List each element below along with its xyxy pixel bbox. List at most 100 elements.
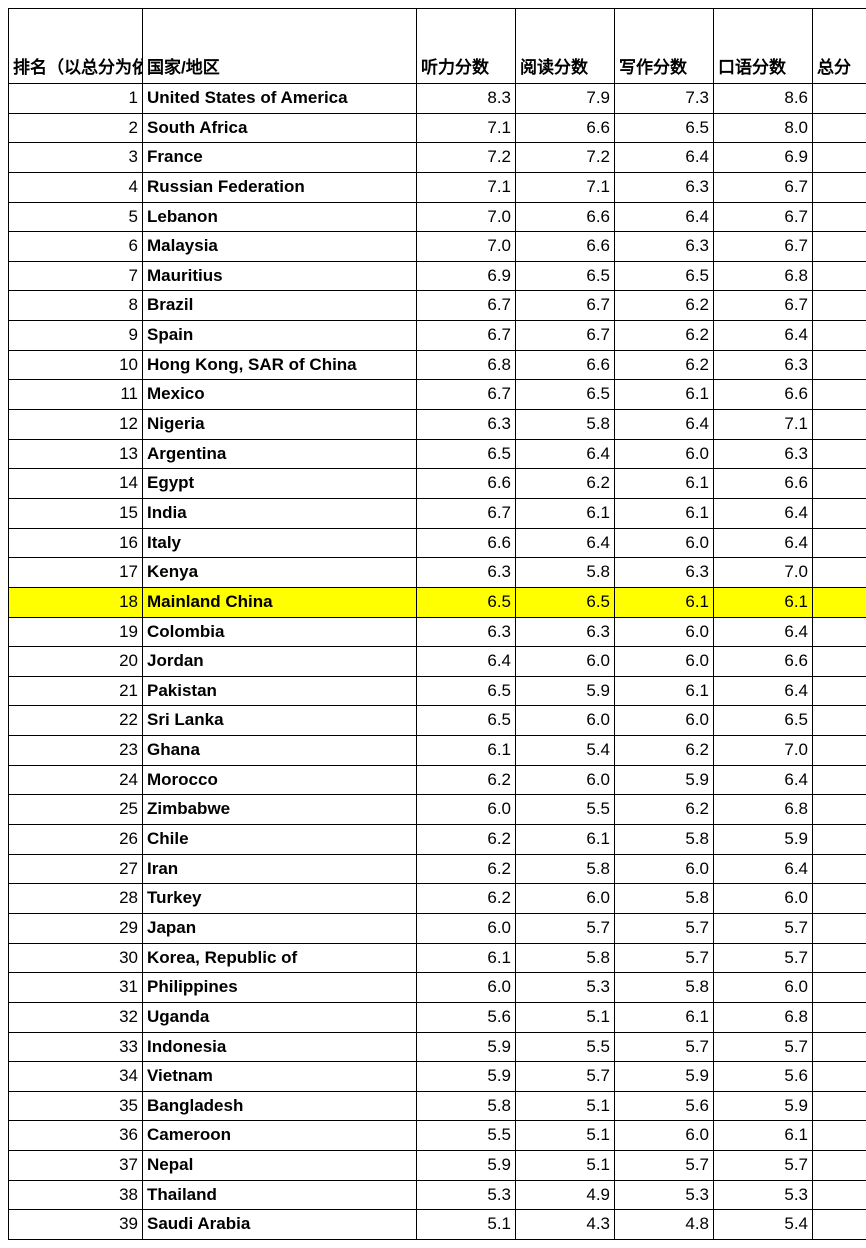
cell-listening: 5.9 [417, 1062, 516, 1092]
cell-speaking: 5.3 [714, 1180, 813, 1210]
header-row: 排名（以总分为依据）国家/地区听力分数阅读分数写作分数口语分数总分 [9, 9, 866, 84]
cell-reading: 5.1 [516, 1091, 615, 1121]
cell-country: Bangladesh [143, 1091, 417, 1121]
cell-total: 6.1 [813, 825, 866, 855]
table-row: 17Kenya6.35.86.37.06.4 [9, 558, 866, 588]
cell-reading: 5.4 [516, 736, 615, 766]
cell-rank: 19 [9, 617, 143, 647]
cell-rank: 4 [9, 172, 143, 202]
table-row: 4Russian Federation7.17.16.36.76.9 [9, 172, 866, 202]
cell-writing: 6.0 [615, 617, 714, 647]
table-row: 16Italy6.66.46.06.46.4 [9, 528, 866, 558]
table-row: 21Pakistan6.55.96.16.46.3 [9, 676, 866, 706]
cell-rank: 23 [9, 736, 143, 766]
cell-country: Russian Federation [143, 172, 417, 202]
cell-total: 6.7 [813, 232, 866, 262]
cell-speaking: 7.0 [714, 736, 813, 766]
table-row: 27Iran6.25.86.06.46.1 [9, 854, 866, 884]
cell-rank: 36 [9, 1121, 143, 1151]
cell-reading: 6.0 [516, 706, 615, 736]
cell-listening: 6.1 [417, 943, 516, 973]
cell-reading: 5.8 [516, 558, 615, 588]
cell-reading: 5.7 [516, 1062, 615, 1092]
cell-listening: 6.3 [417, 410, 516, 440]
cell-listening: 6.6 [417, 528, 516, 558]
table-row: 6Malaysia7.06.66.36.76.7 [9, 232, 866, 262]
header-reading: 阅读分数 [516, 9, 615, 84]
cell-rank: 24 [9, 765, 143, 795]
cell-speaking: 6.1 [714, 587, 813, 617]
cell-listening: 6.3 [417, 617, 516, 647]
cell-writing: 6.2 [615, 350, 714, 380]
cell-reading: 7.2 [516, 143, 615, 173]
cell-total: 6.7 [813, 202, 866, 232]
table-row: 38Thailand5.34.95.35.35.3 [9, 1180, 866, 1210]
cell-writing: 5.8 [615, 825, 714, 855]
scores-table: 排名（以总分为依据）国家/地区听力分数阅读分数写作分数口语分数总分 1Unite… [8, 8, 866, 1240]
table-row: 18Mainland China6.56.56.16.16.3 [9, 587, 866, 617]
cell-country: Vietnam [143, 1062, 417, 1092]
table-body: 1United States of America8.37.97.38.68.1… [9, 84, 866, 1240]
table-row: 31Philippines6.05.35.86.05.9 [9, 973, 866, 1003]
cell-listening: 5.1 [417, 1210, 516, 1240]
cell-speaking: 6.9 [714, 143, 813, 173]
cell-reading: 6.2 [516, 469, 615, 499]
cell-rank: 39 [9, 1210, 143, 1240]
cell-listening: 5.9 [417, 1151, 516, 1181]
cell-country: Egypt [143, 469, 417, 499]
table-row: 25Zimbabwe6.05.56.26.86.2 [9, 795, 866, 825]
header-rank: 排名（以总分为依据） [9, 9, 143, 84]
cell-writing: 6.0 [615, 647, 714, 677]
cell-listening: 8.3 [417, 84, 516, 114]
cell-rank: 30 [9, 943, 143, 973]
cell-total: 6.2 [813, 795, 866, 825]
cell-rank: 33 [9, 1032, 143, 1062]
cell-listening: 6.2 [417, 765, 516, 795]
cell-total: 6.4 [813, 498, 866, 528]
cell-total: 6.3 [813, 706, 866, 736]
cell-total: 5.9 [813, 1002, 866, 1032]
cell-country: Cameroon [143, 1121, 417, 1151]
cell-speaking: 5.7 [714, 943, 813, 973]
cell-speaking: 5.7 [714, 1032, 813, 1062]
cell-reading: 6.3 [516, 617, 615, 647]
table-row: 5Lebanon7.06.66.46.76.7 [9, 202, 866, 232]
table-row: 34Vietnam5.95.75.95.65.8 [9, 1062, 866, 1092]
cell-reading: 4.9 [516, 1180, 615, 1210]
cell-reading: 6.5 [516, 587, 615, 617]
cell-country: Lebanon [143, 202, 417, 232]
cell-rank: 35 [9, 1091, 143, 1121]
cell-speaking: 6.7 [714, 232, 813, 262]
cell-reading: 6.6 [516, 113, 615, 143]
cell-country: Uganda [143, 1002, 417, 1032]
table-row: 26Chile6.26.15.85.96.1 [9, 825, 866, 855]
cell-country: Colombia [143, 617, 417, 647]
table-row: 1United States of America8.37.97.38.68.1 [9, 84, 866, 114]
cell-writing: 6.3 [615, 232, 714, 262]
cell-country: Thailand [143, 1180, 417, 1210]
cell-rank: 29 [9, 913, 143, 943]
cell-reading: 4.3 [516, 1210, 615, 1240]
cell-speaking: 6.4 [714, 765, 813, 795]
cell-rank: 16 [9, 528, 143, 558]
cell-speaking: 6.0 [714, 973, 813, 1003]
cell-rank: 14 [9, 469, 143, 499]
cell-total: 5.6 [813, 1151, 866, 1181]
cell-writing: 6.3 [615, 172, 714, 202]
cell-country: Chile [143, 825, 417, 855]
cell-country: Japan [143, 913, 417, 943]
cell-reading: 5.3 [516, 973, 615, 1003]
cell-country: Brazil [143, 291, 417, 321]
cell-speaking: 6.3 [714, 439, 813, 469]
cell-total: 5.7 [813, 1121, 866, 1151]
cell-reading: 5.5 [516, 1032, 615, 1062]
cell-writing: 5.7 [615, 913, 714, 943]
cell-speaking: 6.6 [714, 647, 813, 677]
cell-country: France [143, 143, 417, 173]
cell-country: Indonesia [143, 1032, 417, 1062]
header-writing: 写作分数 [615, 9, 714, 84]
cell-writing: 6.0 [615, 1121, 714, 1151]
cell-country: Philippines [143, 973, 417, 1003]
cell-rank: 31 [9, 973, 143, 1003]
cell-rank: 2 [9, 113, 143, 143]
